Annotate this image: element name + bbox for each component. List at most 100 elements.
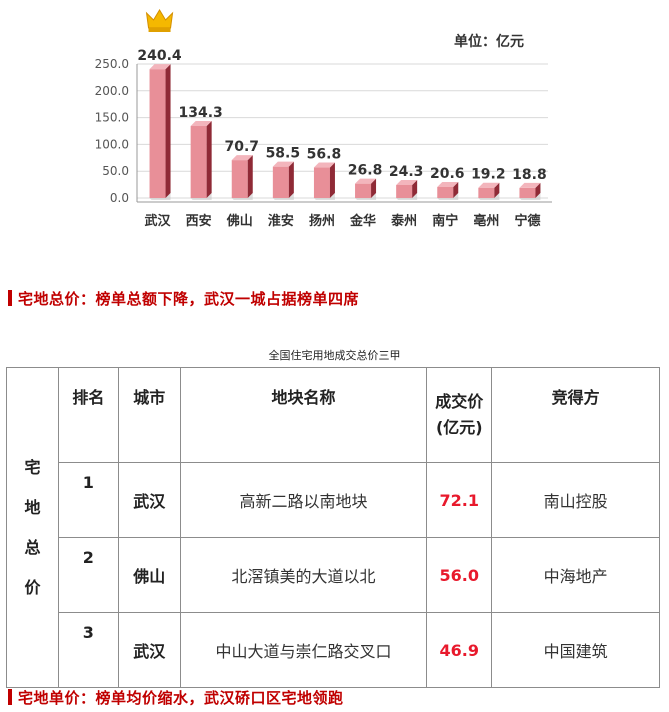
bar-top — [396, 179, 418, 185]
bar-side — [206, 121, 212, 198]
table-row: 3 武汉 中山大道与崇仁路交叉口 46.9 中国建筑 — [7, 612, 660, 688]
bar-front — [519, 187, 536, 198]
table-caption: 全国住宅用地成交总价三甲 — [268, 349, 401, 362]
bar-top — [272, 161, 294, 167]
bar-side — [247, 155, 253, 198]
bar-shadow — [313, 193, 335, 200]
bar-front — [313, 167, 330, 198]
value-label: 19.2 — [471, 167, 506, 183]
bar-side — [165, 64, 171, 198]
bar-shadow — [478, 193, 500, 200]
y-tick-label: 250.0 — [95, 57, 129, 71]
cell-city: 武汉 — [117, 462, 181, 538]
bar-top — [231, 155, 253, 161]
crown-shape — [145, 9, 174, 29]
cell-city: 武汉 — [117, 612, 181, 688]
category-label: 宁德 — [514, 213, 540, 229]
bar-shadow — [231, 193, 253, 200]
row-header-vertical: 宅 地 总 价 — [6, 367, 59, 688]
bar — [396, 179, 418, 200]
value-label: 56.8 — [307, 147, 342, 163]
bar — [519, 182, 541, 200]
unit-label: 单位：亿元 — [454, 33, 524, 50]
chart-labels: 240.4 武汉 134.3 西安 70.7 佛山 58.5 淮安 56.8 扬州 26.8 金华 24… — [137, 9, 547, 229]
cell-buyer: 南山控股 — [491, 462, 660, 538]
bar — [272, 161, 294, 200]
bar — [231, 155, 253, 200]
bar-side — [494, 182, 500, 198]
bar-shadow — [437, 193, 459, 200]
value-label: 240.4 — [137, 48, 182, 64]
header-buyer: 竞得方 — [491, 367, 660, 463]
y-tick-label: 100.0 — [95, 137, 129, 151]
category-label: 扬州 — [309, 213, 335, 229]
cell-city: 佛山 — [117, 537, 181, 613]
top3-land-table: 宅 地 总 价 排名 城市 地块名称 成交价 (亿元) 竞得方 1 武汉 高新二… — [6, 367, 660, 688]
value-label: 18.8 — [512, 167, 547, 183]
row-header-char: 宅 — [24, 457, 41, 477]
cell-plot: 中山大道与崇仁路交叉口 — [179, 612, 428, 688]
bar-top — [313, 162, 335, 168]
bar — [313, 162, 335, 200]
land-price-bar-chart: 250.0 200.0 150.0 100.0 50.0 0.0 240.4 武汉 134.3… — [95, 9, 552, 229]
table-header-row: 宅 地 总 价 排名 城市 地块名称 成交价 (亿元) 竞得方 — [6, 367, 660, 688]
value-label: 58.5 — [266, 146, 301, 162]
cell-price: 56.0 — [426, 537, 493, 613]
value-label: 24.3 — [389, 164, 424, 180]
bar-front — [272, 166, 289, 198]
bar-side — [412, 179, 418, 198]
category-label: 西安 — [186, 213, 212, 229]
y-tick-label: 0.0 — [110, 191, 129, 205]
header-price-line2: (亿元) — [435, 418, 483, 437]
bar-front — [437, 186, 454, 198]
chart-axes: 250.0 200.0 150.0 100.0 50.0 0.0 — [95, 57, 552, 205]
bar-front — [478, 187, 495, 198]
category-label: 佛山 — [226, 213, 253, 229]
cell-price: 72.1 — [426, 462, 493, 538]
category-label: 亳州 — [473, 213, 499, 229]
header-plot: 地块名称 — [179, 367, 428, 463]
section-heading-text: 宅地总价：榜单总额下降，武汉一城占据榜单四席 — [18, 289, 360, 308]
chart-bars — [149, 64, 541, 200]
bar — [190, 121, 212, 200]
table-row: 1 武汉 高新二路以南地块 72.1 南山控股 — [7, 462, 660, 538]
category-label: 淮安 — [267, 213, 294, 229]
value-label: 20.6 — [430, 166, 465, 182]
crown-base — [148, 28, 171, 32]
bar-side — [453, 181, 459, 198]
heading-accent-bar — [8, 290, 12, 306]
crown-icon — [145, 9, 174, 32]
cell-rank: 2 — [57, 537, 119, 613]
bar-top — [478, 182, 500, 188]
bar-shadow — [272, 193, 294, 200]
bar-shadow — [355, 193, 377, 200]
bar-side — [535, 182, 541, 198]
cell-plot: 高新二路以南地块 — [179, 462, 428, 538]
y-tick-label: 50.0 — [102, 164, 129, 178]
bar-top — [437, 181, 459, 187]
category-label: 泰州 — [390, 213, 417, 229]
cell-price: 46.9 — [426, 612, 493, 688]
bar — [355, 178, 377, 200]
row-header-char: 地 — [24, 497, 41, 517]
cell-buyer: 中海地产 — [491, 537, 660, 613]
row-header-char: 价 — [24, 577, 41, 597]
header-city: 城市 — [117, 367, 181, 463]
cell-rank: 1 — [57, 462, 119, 538]
category-label: 武汉 — [145, 213, 172, 229]
bar-shadow — [396, 193, 418, 200]
category-label: 金华 — [349, 213, 376, 229]
cell-plot: 北滘镇美的大道以北 — [179, 537, 428, 613]
section-heading-text: 宅地单价：榜单均价缩水，武汉硚口区宅地领跑 — [18, 688, 344, 707]
bar-front — [396, 184, 413, 198]
cell-rank: 3 — [57, 612, 119, 688]
cell-buyer: 中国建筑 — [491, 612, 660, 688]
y-tick-label: 200.0 — [95, 84, 129, 98]
value-label: 134.3 — [179, 105, 223, 121]
bar-side — [329, 162, 335, 198]
value-label: 26.8 — [348, 163, 383, 179]
header-price: 成交价 (亿元) — [426, 367, 493, 463]
section-heading-total-price: 宅地总价：榜单总额下降，武汉一城占据榜单四席 — [8, 287, 359, 309]
bar-side — [371, 178, 377, 198]
bar-top — [149, 64, 171, 70]
